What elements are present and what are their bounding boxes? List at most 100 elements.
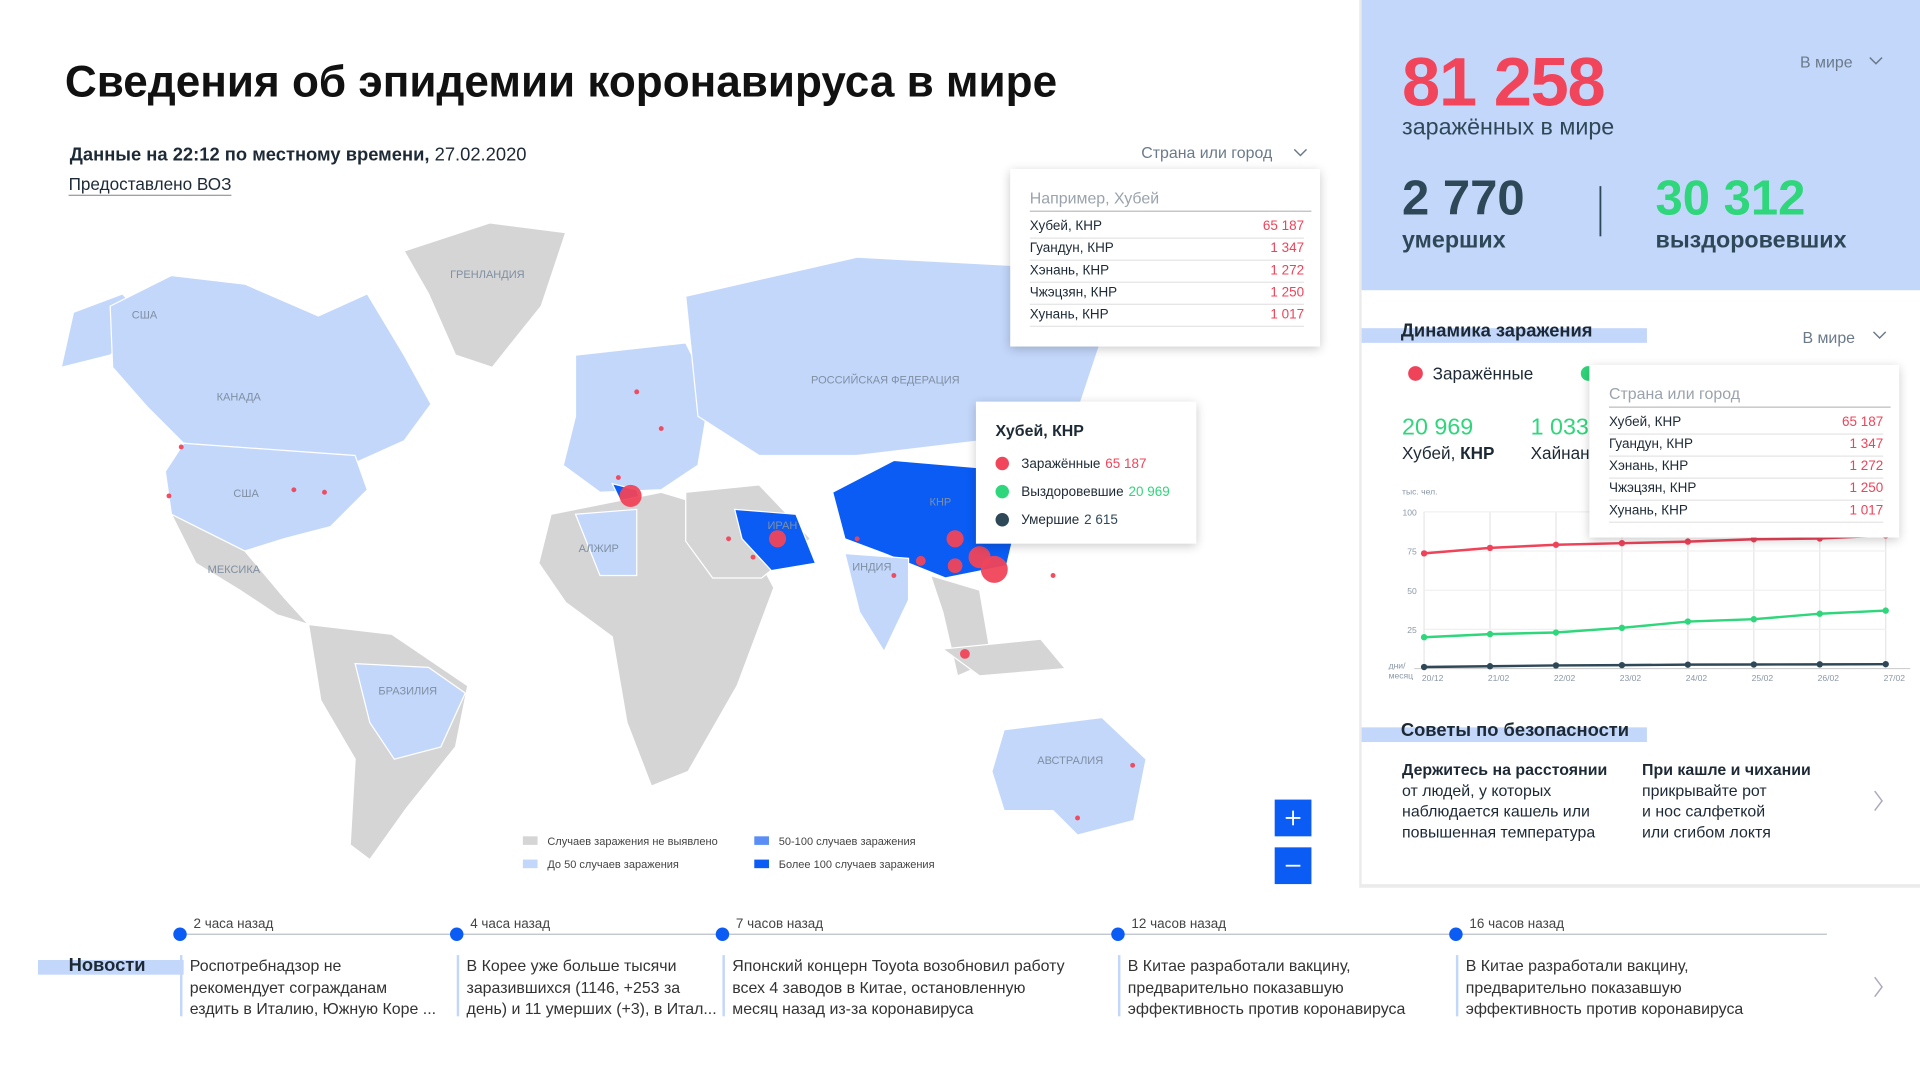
- news-line[interactable]: заразившихся (1146, +253 за: [466, 977, 681, 997]
- dynamics-search-placeholder[interactable]: Страна или город: [1608, 384, 1891, 408]
- item-value[interactable]: 65 187: [1842, 415, 1884, 430]
- tooltip-dot: [995, 513, 1009, 527]
- news-item[interactable]: Японский концерн Toyota возобновил работ…: [732, 955, 1064, 1019]
- next-arrow[interactable]: [1874, 976, 1883, 998]
- news-line[interactable]: месяц назад из-за коронавируса: [732, 999, 974, 1018]
- section-bar: [1361, 727, 1647, 743]
- dropdown-item[interactable]: Хэнань, КНР 1 272: [1029, 261, 1305, 283]
- tooltip-row: Выздоровевшие 20 969: [995, 478, 1180, 506]
- news-line[interactable]: эффективность против коронавируса: [1127, 999, 1406, 1018]
- legend-swatch: [754, 859, 769, 869]
- country-label: ИРАН: [768, 520, 798, 532]
- dynamics-search-dropdown[interactable]: Страна или город Хубей, КНР 65 187 Гуандун,…: [1589, 364, 1900, 538]
- infected-label: заражённых в мире: [1402, 115, 1615, 141]
- tooltip-value: 20 969: [1128, 484, 1170, 499]
- x-tick-label: 25/02: [1752, 673, 1774, 683]
- news-line[interactable]: В Китае разработали вакцину,: [1465, 956, 1689, 975]
- legend-swatch: [754, 836, 769, 845]
- series-point: [1816, 610, 1823, 617]
- news-dot: [715, 927, 730, 942]
- x-tick-label: 22/02: [1554, 673, 1576, 683]
- series-line: [1423, 534, 1886, 555]
- country-label: США: [233, 488, 259, 500]
- item-name[interactable]: Хубей, КНР: [1029, 219, 1103, 234]
- chevron[interactable]: [1872, 331, 1887, 339]
- dropdown-item[interactable]: Хунань, КНР 1 017: [1029, 305, 1305, 327]
- dropdown-item[interactable]: Хэнань, КНР 1 272: [1608, 457, 1884, 479]
- item-value[interactable]: 1 272: [1270, 263, 1305, 278]
- news-line[interactable]: предварительно показавшую: [1465, 977, 1682, 997]
- item-name[interactable]: Хэнань, КНР: [1608, 459, 1689, 474]
- map-region: [109, 274, 432, 464]
- next-arrow[interactable]: [1874, 790, 1883, 812]
- series-point: [1882, 660, 1889, 668]
- stats-scope[interactable]: В мире: [1800, 52, 1853, 72]
- dynamics-scope[interactable]: В мире: [1802, 328, 1856, 347]
- series-point: [1486, 544, 1494, 552]
- infected-total: 81 258: [1402, 42, 1606, 121]
- item-name[interactable]: Чжэцзян, КНР: [1608, 481, 1697, 496]
- dropdown-item[interactable]: Чжэцзян, КНР 1 250: [1029, 283, 1305, 305]
- item-value[interactable]: 1 272: [1849, 459, 1884, 474]
- item-value[interactable]: 1 347: [1270, 241, 1305, 256]
- item-name[interactable]: Хубей, КНР: [1608, 415, 1682, 430]
- x-axis-label-line: месяц: [1388, 672, 1414, 681]
- news-item[interactable]: В Китае разработали вакцину, предваритель…: [1128, 955, 1406, 1019]
- news-line[interactable]: эффективность против коронавируса: [1465, 999, 1744, 1018]
- region-country: КНР: [1460, 443, 1495, 463]
- dropdown-item[interactable]: Хубей, КНР 65 187: [1608, 413, 1884, 435]
- section-bar: [37, 960, 184, 975]
- item-name[interactable]: Гуандун, КНР: [1029, 241, 1114, 256]
- outbreak-dot: [166, 493, 172, 499]
- news-line[interactable]: рекомендует согражданам: [189, 977, 388, 997]
- map-search-label[interactable]: Страна или город: [1141, 143, 1273, 162]
- second-place: Хайнань: [1530, 443, 1599, 463]
- map-search-placeholder[interactable]: Например, Хубей: [1029, 189, 1312, 212]
- news-item[interactable]: Роспотребнадзор не рекомендует сограждана…: [190, 955, 436, 1019]
- chevron[interactable]: [1869, 57, 1883, 65]
- item-value[interactable]: 1 250: [1849, 481, 1884, 496]
- item-name[interactable]: Хунань, КНР: [1608, 503, 1688, 518]
- dropdown-item[interactable]: Чжэцзян, КНР 1 250: [1608, 479, 1884, 501]
- item-value[interactable]: 1 347: [1849, 437, 1884, 452]
- news-line[interactable]: Японский концерн Toyota возобновил работ…: [732, 956, 1065, 975]
- item-value[interactable]: 65 187: [1262, 219, 1305, 234]
- item-name[interactable]: Чжэцзян, КНР: [1029, 285, 1118, 301]
- legend-swatch: [522, 836, 538, 845]
- item-name[interactable]: Хунань, КНР: [1029, 307, 1109, 323]
- item-value[interactable]: 1 250: [1270, 285, 1305, 301]
- legend-label: Заражённые: [1433, 364, 1534, 384]
- series-line: [1424, 609, 1886, 639]
- item-name[interactable]: Гуандун, КНР: [1608, 437, 1693, 452]
- news-line[interactable]: день) и 11 умерших (+3), в Итал...: [466, 999, 717, 1018]
- dropdown-item[interactable]: Гуандун, КНР 1 347: [1029, 239, 1305, 261]
- outbreak-dot: [915, 555, 926, 566]
- region-value: 20 969: [1402, 415, 1474, 441]
- country-label: КНР: [930, 497, 952, 509]
- tip-line: повышенная температура: [1402, 822, 1596, 842]
- news-line[interactable]: Роспотребнадзор не: [189, 956, 342, 975]
- item-value[interactable]: 1 017: [1270, 307, 1305, 323]
- country-label: КАНАДА: [217, 391, 262, 403]
- news-line[interactable]: ездить в Италию, Южную Коре ...: [189, 999, 437, 1018]
- news-line[interactable]: В Корее уже больше тысячи: [466, 956, 677, 975]
- map-search-dropdown[interactable]: Например, Хубей Хубей, КНР 65 187 Гуандун, …: [1010, 168, 1321, 347]
- dropdown-item[interactable]: Гуандун, КНР 1 347: [1608, 435, 1884, 457]
- tip-title: При кашле и чихании: [1642, 760, 1811, 779]
- tooltip-row: Умершие 2 615: [995, 506, 1180, 534]
- news-item[interactable]: В Корее уже больше тысячи заразившихся (1…: [467, 955, 717, 1019]
- dropdown-item[interactable]: Хубей, КНР 65 187: [1029, 217, 1305, 239]
- source-link[interactable]: Предоставлено ВОЗ: [68, 174, 232, 196]
- outbreak-dot: [615, 475, 621, 481]
- news-line[interactable]: В Китае разработали вакцину,: [1127, 956, 1351, 975]
- news-line[interactable]: предварительно показавшую: [1127, 977, 1344, 997]
- news-line[interactable]: всех 4 заводов в Китае, остановленную: [732, 977, 1026, 997]
- chevron[interactable]: [1293, 148, 1308, 157]
- item-value[interactable]: 1 017: [1849, 503, 1884, 518]
- dropdown-item[interactable]: Хунань, КНР 1 017: [1608, 501, 1884, 523]
- news-item[interactable]: В Китае разработали вакцину, предваритель…: [1466, 955, 1744, 1019]
- outbreak-dot: [768, 530, 787, 548]
- item-name[interactable]: Хэнань, КНР: [1029, 263, 1110, 278]
- y-axis-label: тыс. чел.: [1402, 488, 1438, 498]
- deaths-total: 2 770: [1402, 171, 1525, 226]
